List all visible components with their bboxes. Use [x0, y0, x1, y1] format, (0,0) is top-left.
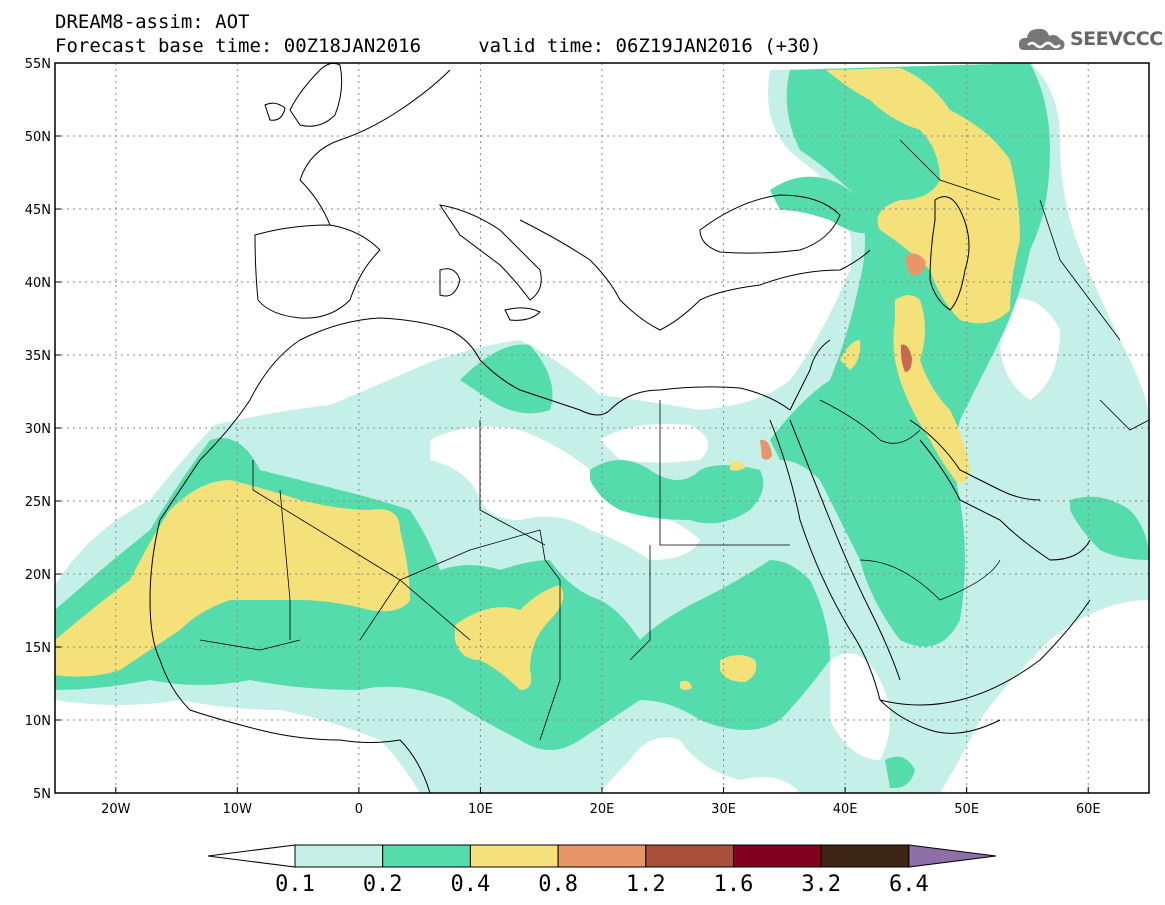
colorbar-box	[645, 844, 734, 868]
colorbar-level-label: 6.4	[889, 872, 929, 897]
colorbar-level-label: 0.1	[275, 872, 315, 897]
lat-tick-label: 45N	[25, 203, 51, 218]
lat-tick-label: 55N	[25, 57, 51, 72]
lon-tick-label: 40E	[833, 802, 858, 817]
lon-tick-label: 0	[355, 802, 363, 817]
colorbar-level-label: 1.2	[626, 872, 666, 897]
lon-tick-label: 20W	[101, 802, 131, 817]
axis-ticks: 20W 10W 0 10E 20E 30E 40E 50E 60E 55N 50N 45N 40N 35N…	[25, 57, 1101, 817]
colorbar-over-triangle	[908, 844, 996, 868]
aot-contour-0.4	[55, 480, 410, 677]
lat-tick-label: 10N	[25, 714, 51, 729]
logo-text: SEEVCCC	[1070, 28, 1163, 50]
seevccc-logo: SEEVCCC	[1018, 26, 1163, 52]
colorbar-level-label: 0.4	[451, 872, 491, 897]
colorbar-box	[557, 844, 647, 868]
lon-tick-label: 10E	[468, 802, 493, 817]
lon-tick-label: 10W	[223, 802, 253, 817]
map-title: DREAM8-assim: AOT	[55, 11, 250, 33]
lat-tick-label: 15N	[25, 641, 51, 656]
lat-tick-label: 25N	[25, 495, 51, 510]
lon-tick-label: 60E	[1076, 802, 1101, 817]
map-subtitle: Forecast base time: 00Z18JAN2016 valid t…	[55, 35, 822, 57]
lon-tick-label: 50E	[954, 802, 979, 817]
colorbar-box	[733, 844, 822, 868]
colorbar: 0.1 0.2 0.4 0.8 1.2 1.6 3.2 6.4	[207, 844, 996, 897]
colorbar-box	[294, 844, 384, 868]
lat-tick-label: 50N	[25, 130, 51, 145]
lon-tick-label: 20E	[590, 802, 615, 817]
lon-tick-label: 30E	[711, 802, 736, 817]
coastlines	[149, 63, 1091, 793]
lat-tick-label: 20N	[25, 568, 51, 583]
aot-contour-0.8	[905, 253, 926, 276]
colorbar-level-label: 3.2	[801, 872, 841, 897]
aot-contour-1.2	[900, 344, 912, 372]
country-borders	[199, 139, 1149, 741]
lat-tick-label: 40N	[25, 276, 51, 291]
lat-tick-label: 5N	[33, 787, 51, 802]
cloud-icon	[1018, 28, 1065, 50]
colorbar-level-label: 0.2	[363, 872, 403, 897]
lat-tick-label: 30N	[25, 422, 51, 437]
colorbar-level-label: 0.8	[538, 872, 578, 897]
colorbar-box	[469, 844, 559, 868]
colorbar-box	[820, 844, 910, 868]
colorbar-under-triangle	[207, 844, 296, 868]
graticule	[55, 63, 1149, 793]
lat-tick-label: 35N	[25, 349, 51, 364]
colorbar-level-label: 1.6	[714, 872, 754, 897]
colorbar-box	[382, 844, 471, 868]
